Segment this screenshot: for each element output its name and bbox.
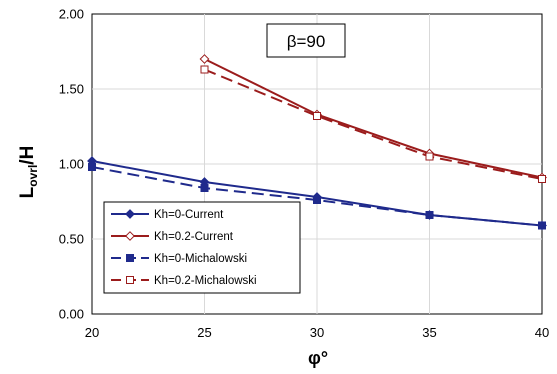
legend-frame [103, 201, 301, 294]
legend-items: Kh=0-Current Kh=0.2-Current Kh=0-Michalows… [111, 209, 257, 287]
legend-label: Kh=0-Current [154, 209, 224, 221]
x-tick-label: 30 [310, 325, 324, 340]
y-axis-title-rest: /H [17, 146, 38, 165]
legend-item: Kh=0-Michalowski [111, 253, 247, 265]
legend-swatch-marker [125, 231, 135, 241]
data-point-marker [199, 54, 210, 64]
x-tick-label: 20 [85, 325, 99, 340]
y-tick-label: 2.00 [59, 7, 84, 22]
y-tick-label: 0.00 [59, 307, 84, 322]
data-point-marker [425, 211, 434, 219]
data-point-marker [313, 112, 321, 120]
legend-item: Kh=0.2-Current [111, 231, 234, 243]
legend-label: Kh=0-Michalowski [154, 253, 247, 265]
series-line [204, 58, 543, 179]
legend-swatch-marker [126, 276, 134, 284]
annotation-box: β=90 [266, 23, 346, 58]
y-axis-title: Lovrl/H [17, 146, 40, 199]
legend-label: Kh=0.2-Current [154, 231, 234, 243]
x-tick-label: 25 [197, 325, 211, 340]
series-3 [88, 163, 546, 230]
y-tick-label: 0.50 [59, 232, 84, 247]
legend-swatch-marker [126, 254, 134, 262]
legend-swatch-marker [125, 209, 135, 219]
y-axis-title-subscript: ovrl [26, 165, 40, 187]
legend-item: Kh=0-Current [111, 209, 224, 221]
legend: Kh=0-Current Kh=0.2-Current Kh=0-Michalows… [103, 201, 301, 294]
series-line [204, 68, 543, 180]
y-axis-title-main: L [17, 186, 38, 198]
y-tick-labels: 0.00 0.50 1.00 1.50 2.00 [59, 7, 84, 322]
legend-label: Kh=0.2-Michalowski [154, 275, 257, 287]
data-point-marker [200, 184, 209, 192]
series-4 [200, 65, 546, 183]
annotation-frame [266, 23, 346, 58]
x-tick-label: 40 [535, 325, 549, 340]
data-point-marker [88, 163, 96, 171]
y-tick-label: 1.00 [59, 157, 84, 172]
data-point-marker [200, 65, 209, 74]
data-point-marker [538, 221, 546, 230]
legend-item: Kh=0.2-Michalowski [111, 275, 257, 287]
x-axis-title: φ° [308, 348, 328, 368]
data-point-marker [425, 152, 434, 161]
x-tick-labels: 20 25 30 35 40 [85, 325, 549, 340]
series-group [87, 54, 547, 231]
x-tick-label: 35 [422, 325, 436, 340]
data-point-marker [538, 175, 546, 183]
annotation-label: β=90 [287, 32, 326, 51]
data-point-marker [313, 196, 321, 204]
y-tick-label: 1.50 [59, 82, 84, 97]
